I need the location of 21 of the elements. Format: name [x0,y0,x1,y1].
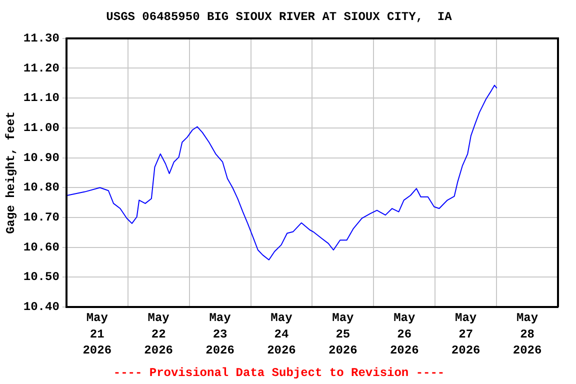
y-tick-label: 11.10 [23,91,60,106]
x-tick-label: May 24 2026 [267,311,296,358]
y-tick-label: 11.20 [23,61,60,76]
x-tick-label: May 23 2026 [206,311,234,358]
x-tick-label: May 28 2026 [512,311,542,358]
x-tick-label: May 21 2026 [82,311,112,358]
y-tick-label: 10.80 [23,180,60,195]
y-tick-label: 10.50 [23,270,60,284]
y-tick-label: 10.70 [23,210,60,224]
x-tick-label: May 22 2026 [144,311,173,358]
y-tick-label: 11.30 [23,31,60,46]
x-tick-label: May 27 2026 [451,311,480,358]
y-tick-label: 10.90 [23,150,60,165]
x-tick-label: May 26 2026 [390,311,419,358]
y-tick-label: 10.60 [23,240,60,254]
text: ---- Provisional Data Subject to Revision ---- [113,366,445,380]
y-tick-label: 11.00 [23,120,60,135]
chart-title: USGS 06485950 BIG SIOUX RIVER AT SIOUX CITY, IA [106,10,453,24]
x-tick-label: May 25 2026 [328,311,358,358]
y-axis-title: Gage height, feet [4,111,18,234]
y-tick-label: 10.40 [23,300,60,314]
